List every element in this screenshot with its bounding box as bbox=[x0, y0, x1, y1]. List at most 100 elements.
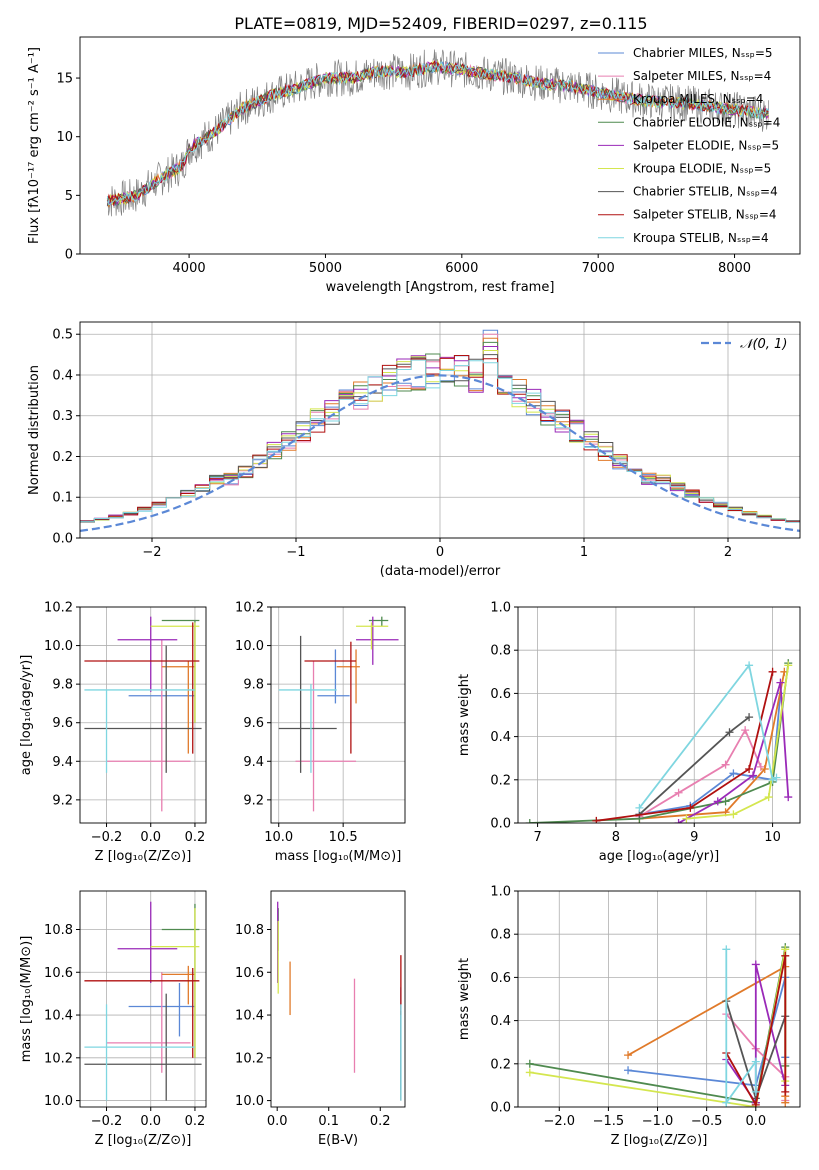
x-tick-label: 0.1 bbox=[318, 1114, 339, 1129]
y-tick-label: 0.2 bbox=[490, 773, 511, 788]
y-tick-label: 0.2 bbox=[52, 450, 73, 465]
series-line-kroupa_elodie bbox=[686, 665, 790, 820]
series-marker-kroupa_stelib bbox=[751, 1087, 760, 1096]
y-tick-label: 0 bbox=[65, 248, 73, 263]
legend-label: Kroupa ELODIE, Nₛₛₚ=5 bbox=[633, 162, 771, 176]
y-tick-label: 10.8 bbox=[235, 923, 264, 938]
y-axis-label: mass weight bbox=[457, 958, 472, 1040]
x-axis-label: Z [log₁₀(Z/Z⊙)] bbox=[95, 849, 192, 864]
axes-frame bbox=[79, 36, 801, 255]
x-tick-label: 8000 bbox=[718, 261, 751, 276]
plot-area bbox=[84, 901, 202, 1101]
x-tick-label: 0 bbox=[436, 545, 444, 560]
panel-mass-vs-Z: −0.2 0.0 0.2 10.0 10.2 10.4 10.6 10.8 Z [log₁₀(Z… bbox=[19, 890, 207, 1148]
series-marker-salpeter_elodie bbox=[749, 771, 757, 780]
y-tick-label: 0.2 bbox=[490, 1057, 511, 1072]
x-tick-label: 0.0 bbox=[745, 1114, 766, 1129]
y-tick-label: 10.8 bbox=[44, 923, 73, 938]
y-tick-label: 10.2 bbox=[235, 601, 264, 616]
x-tick-label: −1.5 bbox=[593, 1114, 625, 1129]
series-marker-salpeter_stelib bbox=[781, 951, 790, 960]
y-tick-label: 5 bbox=[65, 189, 73, 204]
x-tick-label: −1 bbox=[286, 545, 305, 560]
axes-frame bbox=[270, 890, 406, 1108]
y-tick-label: 1.0 bbox=[490, 601, 511, 616]
y-tick-label: 0.8 bbox=[490, 644, 511, 659]
panel-mass-weight-vs-age: 7 8 9 10 0.0 0.2 0.4 0.6 0.8 1.0 age [log₁₀(age/yr… bbox=[457, 601, 801, 864]
panel-spectrum: 4000 5000 6000 7000 8000 0 5 10 15 wavelength [An… bbox=[27, 36, 801, 295]
series-marker-kroupa_stelib bbox=[745, 661, 754, 670]
model-spectrum-kroupa_stelib bbox=[106, 60, 769, 206]
x-tick-label: −0.2 bbox=[91, 830, 123, 845]
y-tick-label: 10.2 bbox=[235, 1051, 264, 1066]
x-tick-label: 7 bbox=[533, 830, 541, 845]
model-spectrum-salpeter_elodie bbox=[106, 60, 769, 205]
series-marker-kroupa_elodie bbox=[784, 661, 793, 670]
plot-area bbox=[525, 943, 790, 1107]
gaussian-curve bbox=[80, 374, 800, 532]
panel-age-vs-mass: 10.0 10.5 9.2 9.4 9.6 9.8 10.0 10.2 mass [log₁₀(… bbox=[235, 601, 406, 864]
x-tick-label: −2 bbox=[142, 545, 161, 560]
panel-age-vs-Z: −0.2 0.0 0.2 9.2 9.4 9.6 9.8 10.0 10.2 Z [log₁₀(Z… bbox=[19, 601, 207, 864]
y-axis-label: mass weight bbox=[457, 674, 472, 756]
series-line-salpeter_stelib bbox=[596, 671, 774, 822]
series-marker-kroupa_elodie bbox=[764, 793, 773, 802]
panel-mass-vs-EBV: 0.0 0.1 0.2 10.0 10.2 10.4 10.6 10.8 E(B-V) bbox=[235, 890, 406, 1148]
series-line-chabrier_elodie bbox=[529, 663, 790, 823]
x-tick-label: 1 bbox=[580, 545, 588, 560]
x-axis-label: mass [log₁₀(M/M⊙)] bbox=[275, 849, 402, 864]
series-marker-kroupa_stelib bbox=[635, 803, 644, 812]
x-tick-label: −1.0 bbox=[642, 1114, 674, 1129]
series-marker-kroupa_miles bbox=[781, 1098, 790, 1107]
x-axis-label: Z [log₁₀(Z/Z⊙)] bbox=[95, 1133, 192, 1148]
y-tick-label: 0.6 bbox=[490, 971, 511, 986]
y-tick-label: 0.4 bbox=[490, 730, 511, 745]
x-axis-label: Z [log₁₀(Z/Z⊙)] bbox=[611, 1133, 708, 1148]
x-tick-label: 10.5 bbox=[329, 830, 358, 845]
y-tick-label: 9.8 bbox=[243, 678, 264, 693]
y-tick-label: 1.0 bbox=[490, 885, 511, 900]
series-line-kroupa_stelib bbox=[638, 663, 777, 809]
y-tick-label: 0.6 bbox=[490, 687, 511, 702]
x-tick-label: 0.2 bbox=[370, 1114, 391, 1129]
legend-label: Salpeter ELODIE, Nₛₛₚ=5 bbox=[633, 138, 779, 152]
y-axis-label: age [log₁₀(age/yr)] bbox=[19, 655, 34, 776]
series-marker-salpeter_elodie bbox=[674, 819, 683, 823]
series-marker-salpeter_stelib bbox=[592, 816, 601, 823]
y-tick-label: 0.4 bbox=[52, 368, 73, 383]
series-marker-kroupa_elodie bbox=[729, 810, 738, 819]
y-tick-label: 10.0 bbox=[44, 639, 73, 654]
series-marker-chabrier_stelib bbox=[725, 728, 734, 737]
legend-label: Kroupa STELIB, Nₛₛₚ=4 bbox=[633, 231, 769, 245]
plot-area bbox=[84, 616, 202, 812]
series-marker-kroupa_miles bbox=[624, 1051, 633, 1060]
series-marker-salpeter_stelib bbox=[751, 1100, 760, 1107]
x-tick-label: 9 bbox=[690, 830, 698, 845]
x-tick-label: 7000 bbox=[582, 261, 615, 276]
series-marker-kroupa_miles bbox=[760, 765, 769, 773]
series-marker-chabrier_elodie bbox=[525, 819, 534, 823]
axes-frame bbox=[79, 890, 207, 1108]
y-tick-label: 10.4 bbox=[44, 1009, 73, 1024]
x-axis-label: wavelength [Angstrom, rest frame] bbox=[326, 280, 555, 295]
legend-label: Salpeter STELIB, Nₛₛₚ=4 bbox=[633, 208, 777, 222]
x-tick-label: 10.0 bbox=[264, 830, 293, 845]
y-axis-label: mass [log₁₀(M/M⊙)] bbox=[19, 936, 34, 1063]
x-tick-label: 0.0 bbox=[140, 1114, 161, 1129]
model-spectrum-salpeter_stelib bbox=[106, 59, 769, 206]
series-marker-kroupa_stelib bbox=[751, 1057, 760, 1066]
series-marker-salpeter_miles bbox=[741, 726, 750, 735]
series-marker-kroupa_stelib bbox=[722, 1098, 731, 1107]
y-tick-label: 10.2 bbox=[44, 1051, 73, 1066]
series-marker-salpeter_elodie bbox=[776, 678, 785, 687]
y-tick-label: 10.6 bbox=[44, 966, 73, 981]
y-tick-label: 9.2 bbox=[243, 793, 264, 808]
x-tick-label: 4000 bbox=[173, 261, 206, 276]
y-tick-label: 15 bbox=[56, 72, 73, 87]
plot-area bbox=[106, 49, 769, 217]
x-tick-label: 5000 bbox=[309, 261, 342, 276]
y-tick-label: 9.4 bbox=[52, 755, 73, 770]
x-tick-label: −0.2 bbox=[91, 1114, 123, 1129]
